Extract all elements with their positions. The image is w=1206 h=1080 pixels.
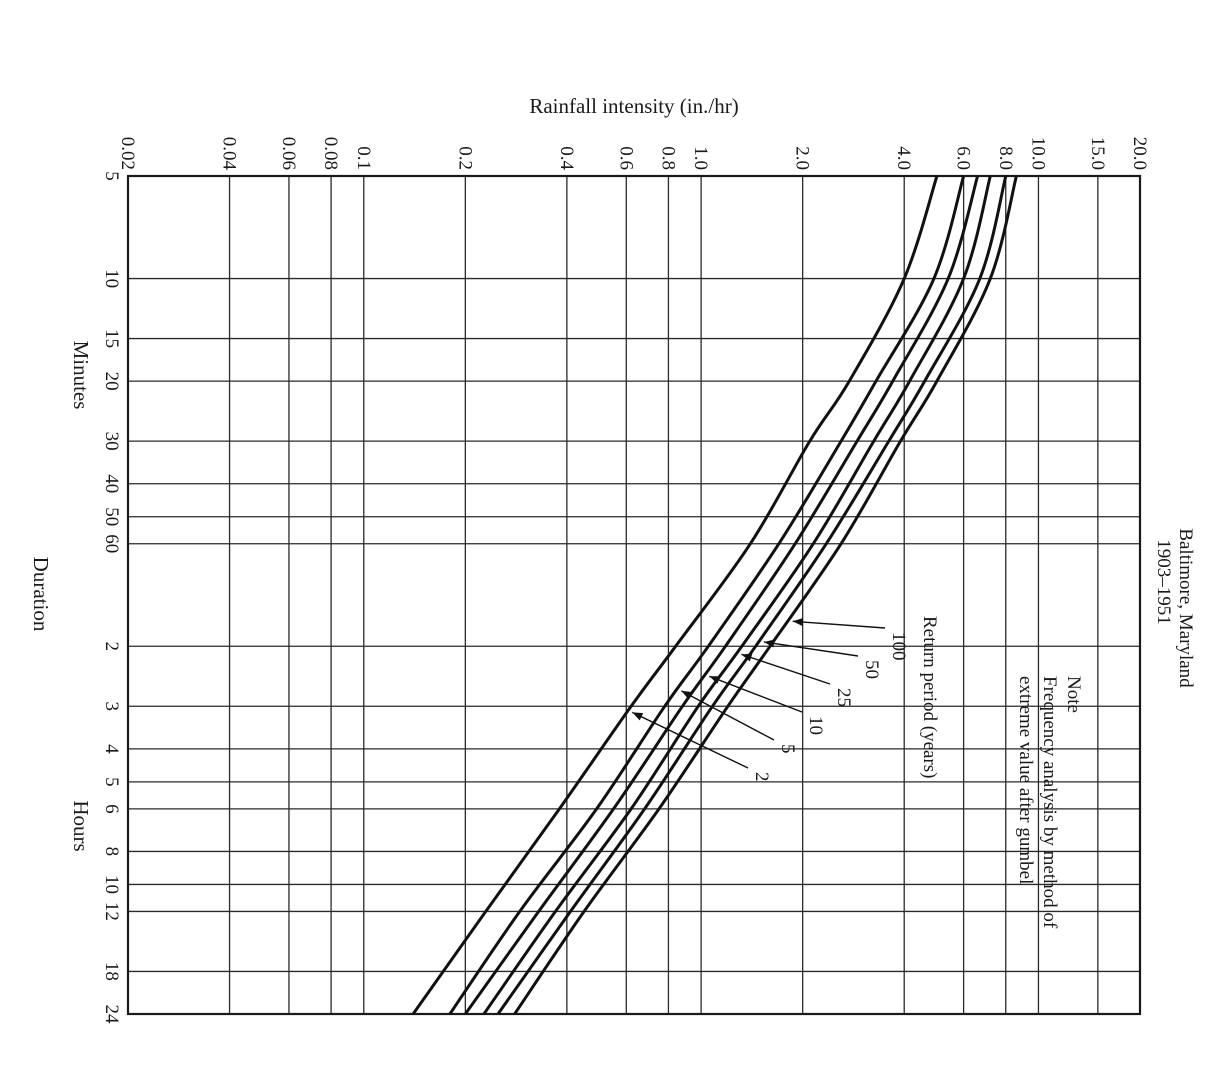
- duration-tick-label: 8: [101, 847, 122, 857]
- duration-tick-label: 5: [101, 171, 122, 181]
- duration-tick-label: 40: [101, 474, 122, 493]
- intensity-tick-label: 6.0: [953, 146, 974, 170]
- duration-tick-label: 12: [101, 902, 122, 921]
- series-label-25: 25: [833, 688, 854, 707]
- duration-tick-label: 50: [101, 507, 122, 526]
- intensity-tick-label: 1.0: [690, 146, 711, 170]
- duration-tick-label: 60: [101, 534, 122, 553]
- duration-tick-label: 24: [101, 1005, 122, 1025]
- location-label: Baltimore, Maryland: [1175, 528, 1196, 688]
- intensity-tick-label: 0.1: [353, 146, 374, 170]
- return-period-title: Return period (years): [919, 616, 940, 779]
- grid: [127, 175, 1141, 1015]
- duration-tick-label: 3: [101, 702, 122, 712]
- intensity-tick-label: 0.08: [320, 137, 341, 170]
- series-curves: 100 50 25 10 5 2: [411, 175, 1018, 1015]
- leader-line-100: [792, 620, 886, 629]
- intensity-tick-label: 0.2: [454, 146, 475, 170]
- intensity-tick-label: 0.4: [556, 146, 577, 170]
- duration-tick-label: 2: [101, 642, 122, 652]
- curve-return-period-10: [464, 175, 980, 1015]
- curve-return-period-50: [496, 175, 1008, 1015]
- leader-line-10: [709, 675, 803, 713]
- curve-return-period-100: [513, 175, 1018, 1015]
- intensity-tick-label: 8.0: [995, 146, 1016, 170]
- x-axis-title: Duration: [29, 557, 53, 632]
- leader-line-50: [763, 641, 859, 657]
- leader-arrowhead-10: [709, 676, 721, 684]
- note-line-1: Frequency analysis by method of: [1039, 676, 1060, 929]
- leader-line-25: [741, 653, 831, 685]
- leader-arrowhead-2: [632, 712, 644, 721]
- series-label-50: 50: [861, 660, 882, 679]
- leader-line-2: [631, 711, 749, 769]
- intensity-tick-label: 20.0: [1129, 137, 1150, 170]
- intensity-tick-label: 0.6: [615, 146, 636, 170]
- series-label-5: 5: [777, 744, 798, 754]
- intensity-tick-label: 0.06: [278, 137, 299, 170]
- intensity-tick-label: 0.8: [657, 146, 678, 170]
- note-title: Note: [1063, 676, 1084, 713]
- series-label-100: 100: [888, 632, 909, 661]
- duration-tick-label: 15: [101, 329, 122, 348]
- intensity-tick-label: 10.0: [1027, 137, 1048, 170]
- intensity-tick-label: 4.0: [893, 146, 914, 170]
- duration-tick-label: 4: [101, 744, 122, 754]
- leader-arrowhead-100: [792, 618, 804, 627]
- curve-return-period-5: [448, 175, 966, 1015]
- duration-tick-label: 20: [101, 372, 122, 391]
- curve-return-period-25: [482, 175, 992, 1015]
- tick-labels: 0.02 0.04 0.06 0.08 0.1 0.2 0.4 0.6 0.8 1.0 2.0 4.0…: [101, 137, 1150, 1024]
- duration-tick-label: 18: [101, 962, 122, 981]
- note-line-2: extreme value after gumbel: [1015, 676, 1036, 884]
- y-axis-title: Rainfall intensity (in./hr): [529, 94, 738, 118]
- period-label: 1903–1951: [1153, 539, 1174, 625]
- duration-tick-label: 10: [101, 875, 122, 894]
- plot-frame: [126, 174, 1142, 1016]
- intensity-tick-label: 0.04: [219, 137, 240, 171]
- curve-return-period-2: [411, 175, 939, 1015]
- leader-line-5: [681, 690, 775, 741]
- leader-arrowhead-5: [681, 690, 693, 700]
- minutes-label: Minutes: [69, 341, 93, 410]
- duration-tick-label: 30: [101, 432, 122, 451]
- leader-arrowhead-25: [741, 653, 753, 662]
- duration-tick-label: 6: [101, 804, 122, 814]
- duration-tick-label: 10: [101, 269, 122, 288]
- leader-arrowhead-50: [763, 639, 775, 648]
- series-label-10: 10: [805, 716, 826, 735]
- series-label-2: 2: [751, 772, 772, 782]
- hours-label: Hours: [69, 800, 93, 851]
- intensity-tick-label: 0.02: [117, 137, 138, 170]
- intensity-tick-label: 15.0: [1087, 137, 1108, 170]
- intensity-tick-label: 2.0: [792, 146, 813, 170]
- duration-tick-label: 5: [101, 777, 122, 787]
